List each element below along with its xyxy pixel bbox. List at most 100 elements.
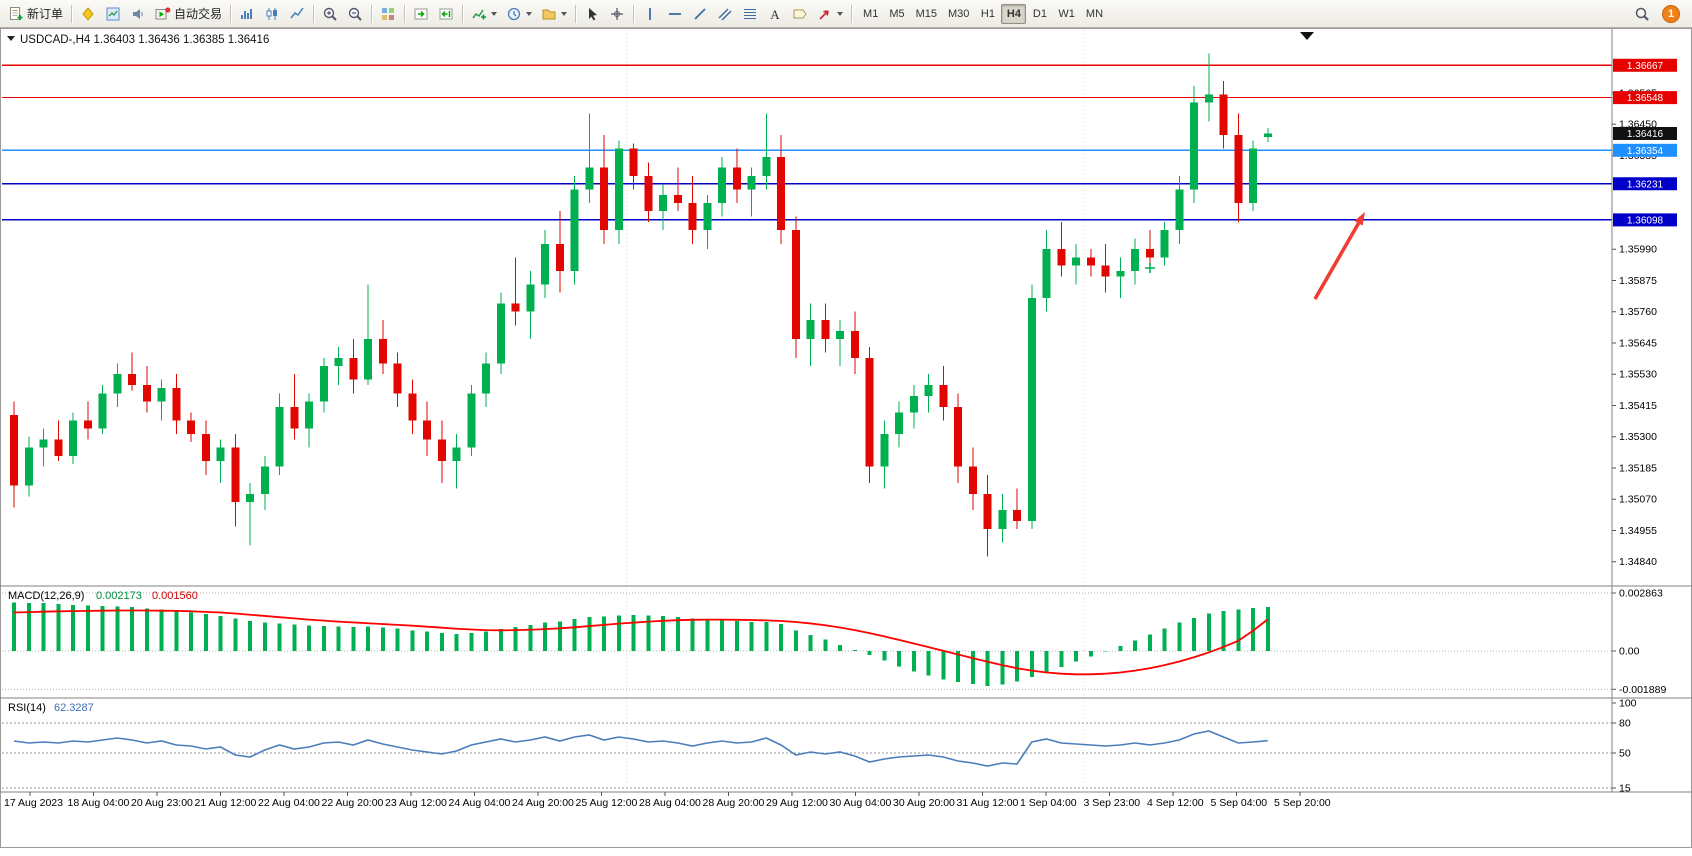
timeframe-h4[interactable]: H4 — [1001, 3, 1027, 24]
candle-body — [275, 406, 284, 467]
timeframe-m1[interactable]: M1 — [858, 4, 883, 24]
rsi-scale-label: 15 — [1619, 783, 1631, 795]
candle-body — [644, 175, 653, 212]
indicators-button[interactable] — [467, 2, 501, 26]
chart-canvas[interactable]: 1.365651.364501.363351.359901.358751.357… — [0, 28, 1692, 856]
timeframe-d1[interactable]: D1 — [1027, 4, 1052, 24]
timeframe-w1[interactable]: W1 — [1053, 4, 1080, 24]
toolbar-separator — [371, 4, 373, 23]
time-axis[interactable]: 17 Aug 2023 18 Aug 04:00 20 Aug 23:00 21 Au… — [4, 792, 1331, 809]
candle-body — [24, 447, 33, 486]
fibonacci-tool-button[interactable] — [738, 2, 762, 26]
candle-body — [762, 156, 771, 176]
time-label: 3 Sep 23:00 — [1084, 797, 1141, 809]
candle-body — [83, 420, 92, 429]
macd-signal-line — [13, 609, 1269, 676]
candle-body — [1057, 249, 1066, 266]
price-axis[interactable]: 1.365651.364501.363351.359901.358751.357… — [1611, 29, 1677, 792]
bar-chart-button[interactable] — [235, 2, 259, 26]
chart-window[interactable]: 1.365651.364501.363351.359901.358751.357… — [0, 28, 1692, 856]
candle-body — [718, 167, 726, 204]
time-label: 28 Aug 04:00 — [639, 797, 701, 809]
price-badge-1.36667: 1.36667 — [1613, 58, 1677, 72]
periods-button[interactable] — [502, 2, 536, 26]
auto-scroll-button[interactable] — [409, 2, 433, 26]
candle-body — [1013, 510, 1021, 521]
zoom-in-icon — [323, 7, 337, 21]
candle-body — [600, 167, 608, 231]
time-label: 4 Sep 12:00 — [1147, 797, 1204, 809]
toolbar-separator — [575, 4, 577, 23]
text-tool-button[interactable]: A — [763, 2, 787, 26]
candle-body — [570, 189, 579, 271]
candle-body — [526, 284, 535, 312]
rsi-line — [13, 730, 1268, 767]
price-tick-label: 1.35760 — [1619, 306, 1657, 318]
price-tick-label: 1.35185 — [1619, 462, 1657, 474]
candle-body — [850, 330, 859, 358]
label-tool-button[interactable] — [788, 2, 812, 26]
time-label: 18 Aug 04:00 — [68, 797, 130, 809]
time-label: 24 Aug 20:00 — [512, 797, 574, 809]
annotation-arrow[interactable] — [1313, 212, 1365, 300]
price-badge-1.36416: 1.36416 — [1613, 126, 1677, 140]
chart-shift-marker[interactable] — [1300, 32, 1314, 40]
time-label: 24 Aug 04:00 — [449, 797, 511, 809]
horizontal-line-tool-button[interactable] — [663, 2, 687, 26]
cursor-button[interactable] — [580, 2, 604, 26]
news-button[interactable] — [126, 2, 150, 26]
line-chart-button[interactable] — [285, 2, 309, 26]
arrows-tool-button[interactable] — [813, 2, 847, 26]
zoom-out-button[interactable] — [343, 2, 367, 26]
candle-body — [939, 385, 948, 407]
trendline-tool-button[interactable] — [688, 2, 712, 26]
candle-body — [1027, 298, 1036, 521]
zoom-in-button[interactable] — [318, 2, 342, 26]
time-label: 30 Aug 04:00 — [830, 797, 892, 809]
timeframe-m30[interactable]: M30 — [943, 4, 974, 24]
autotrading-button[interactable]: 自动交易 — [151, 2, 226, 26]
timeframe-m5[interactable]: M5 — [884, 4, 909, 24]
candle-body — [880, 434, 889, 467]
time-label: 17 Aug 2023 — [4, 797, 63, 809]
channel-tool-button[interactable] — [713, 2, 737, 26]
dropdown-caret-icon — [561, 11, 568, 16]
notification-badge[interactable]: 1 — [1662, 4, 1680, 23]
vertical-line-tool-button[interactable] — [638, 2, 662, 26]
time-label: 31 Aug 12:00 — [957, 797, 1019, 809]
svg-text:A: A — [770, 7, 780, 22]
chart-shift-button[interactable] — [434, 2, 458, 26]
macd-scale-label: 0.002863 — [1619, 588, 1663, 600]
macd-histogram — [12, 602, 1270, 686]
timeframe-group: M1 M5 M15 M30 H1 H4 D1 W1 MN — [858, 3, 1108, 24]
market-watch-button[interactable] — [101, 2, 125, 26]
crosshair-button[interactable] — [605, 2, 629, 26]
candlestick-chart-button[interactable] — [260, 2, 284, 26]
new-order-button[interactable]: 新订单 — [4, 2, 67, 26]
candle-body — [777, 156, 785, 231]
timeframe-h1[interactable]: H1 — [975, 4, 1000, 24]
zoom-out-icon — [348, 7, 362, 21]
chart-header: USDCAD-,H4 1.36403 1.36436 1.36385 1.364… — [7, 34, 269, 46]
candle-body — [98, 393, 107, 429]
price-tick-label: 1.34840 — [1619, 556, 1657, 568]
candle-body — [408, 393, 417, 421]
rsi-scale-label: 50 — [1619, 748, 1631, 760]
timeframe-m15[interactable]: M15 — [911, 4, 942, 24]
svg-text:1.36098: 1.36098 — [1627, 215, 1664, 226]
svg-text:1.36416: 1.36416 — [1627, 129, 1664, 140]
timeframe-mn[interactable]: MN — [1081, 4, 1108, 24]
search-button[interactable] — [1630, 2, 1654, 26]
metaeditor-button[interactable] — [76, 2, 100, 26]
symbol-ohlc-title: USDCAD-,H4 1.36403 1.36436 1.36385 1.364… — [20, 34, 269, 46]
market-watch-icon — [106, 7, 120, 20]
templates-button[interactable] — [537, 2, 571, 26]
candle-body — [1190, 102, 1198, 190]
speaker-icon — [133, 8, 143, 19]
toolbar-right: 1 — [1630, 2, 1688, 26]
indicators-icon — [472, 9, 487, 19]
candle-body — [1175, 189, 1184, 231]
tile-windows-button[interactable] — [376, 2, 400, 26]
autotrading-icon — [155, 6, 171, 19]
toolbar-separator — [462, 4, 464, 23]
